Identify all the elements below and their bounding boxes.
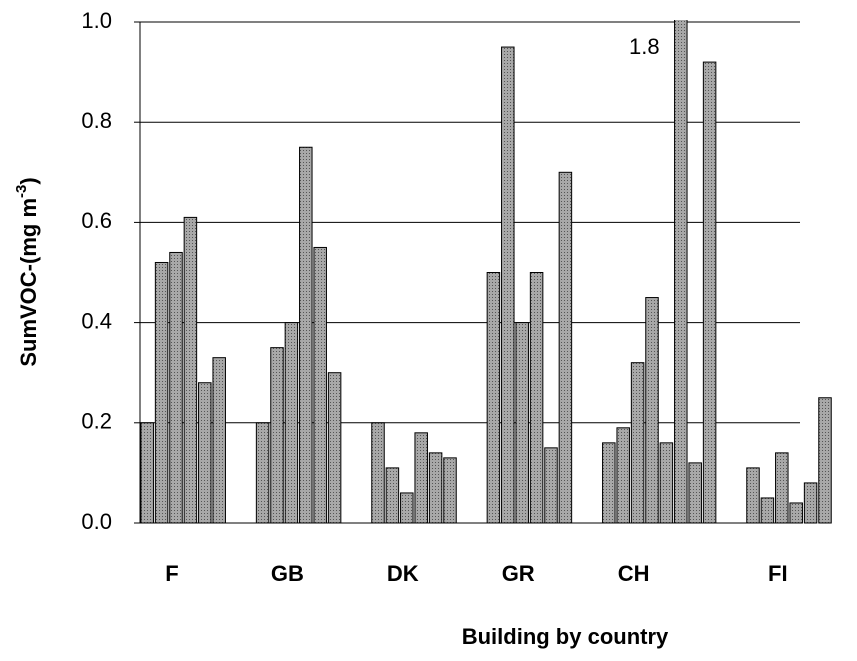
data-label: 1.8 — [629, 34, 660, 59]
x-tick-label: FI — [768, 561, 788, 586]
bar — [428, 452, 443, 524]
y-tick-label: 0.2 — [81, 409, 112, 434]
bar — [385, 467, 400, 524]
y-tick-label: 0.8 — [81, 108, 112, 133]
y-tick-label: 0.4 — [81, 308, 112, 333]
x-tick-label: DK — [387, 561, 419, 586]
bar — [154, 261, 169, 524]
bar — [645, 297, 659, 524]
bar — [515, 322, 529, 524]
bar — [313, 246, 327, 524]
bar — [746, 467, 760, 524]
x-tick-label: CH — [618, 561, 650, 586]
bar — [284, 322, 299, 524]
bar — [183, 216, 198, 524]
y-axis-title-main: SumVOC-(mg m — [16, 198, 41, 367]
bar — [414, 432, 428, 524]
bars — [140, 20, 832, 524]
bar — [558, 171, 573, 524]
y-axis-title-end: ) — [16, 177, 41, 184]
bar — [327, 372, 342, 524]
bar — [443, 457, 457, 524]
y-tick-label: 0.0 — [81, 509, 112, 534]
bar — [486, 272, 501, 524]
x-tick-label: GR — [502, 561, 535, 586]
bar — [299, 146, 313, 524]
x-axis-title: Building by country — [462, 624, 669, 649]
bar — [270, 347, 284, 524]
bar — [702, 61, 717, 524]
bar — [818, 397, 832, 524]
bar — [630, 362, 645, 524]
bar — [789, 502, 803, 524]
bar — [169, 251, 183, 524]
bar — [140, 422, 154, 524]
bar — [371, 422, 385, 524]
y-tick-label: 0.6 — [81, 208, 112, 233]
bar — [602, 442, 616, 524]
y-axis-title: SumVOC-(mg m-3) — [13, 177, 41, 366]
x-tick-label: F — [165, 561, 178, 586]
bar — [674, 20, 688, 524]
bar — [400, 492, 414, 524]
bar — [775, 452, 789, 524]
y-axis-title-sup: -3 — [13, 185, 30, 198]
bar — [529, 272, 544, 524]
x-tick-label: GB — [271, 561, 304, 586]
bar — [501, 46, 515, 524]
bar — [212, 357, 226, 524]
bar — [760, 497, 775, 524]
bar — [544, 447, 558, 524]
bar — [688, 462, 702, 524]
bar — [616, 427, 630, 524]
bar — [659, 442, 674, 524]
y-tick-label: 1.0 — [81, 8, 112, 33]
bar — [198, 382, 212, 524]
bar — [255, 422, 270, 524]
bar — [803, 482, 818, 524]
